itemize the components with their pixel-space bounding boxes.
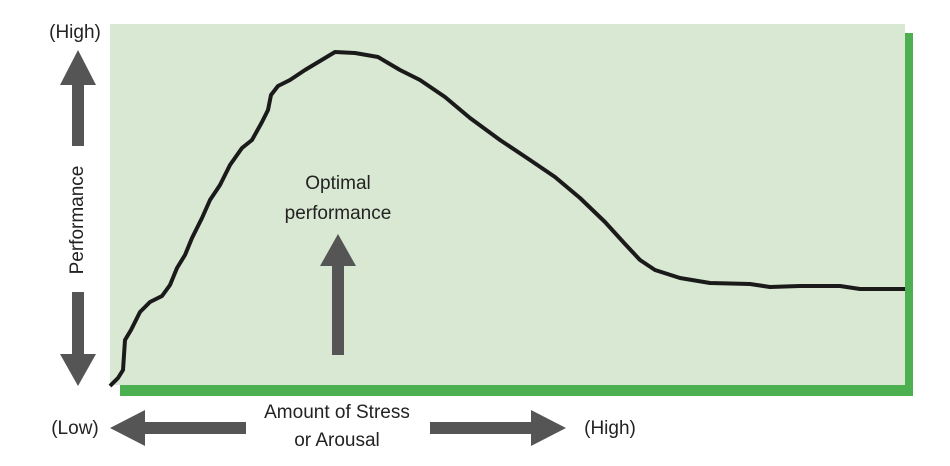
annotation-line: Optimal (305, 173, 370, 194)
arrow-shaft (72, 84, 84, 146)
y-top-label: (High) (49, 22, 101, 43)
arrow-head-down (60, 354, 96, 386)
arrow-head-up (60, 50, 96, 85)
x-right-label: (High) (584, 418, 636, 439)
x-axis-title-line: Amount of Stress (264, 402, 410, 423)
arrow-shaft (144, 422, 246, 434)
x-axis-title-line: or Arousal (294, 430, 380, 451)
y-axis-title: Performance (67, 166, 88, 275)
x-left-label: (Low) (51, 418, 99, 439)
arrow-shaft (332, 265, 344, 355)
arrow-head-right (531, 410, 566, 446)
arrow-head-left (110, 410, 145, 446)
annotation-line: performance (285, 203, 392, 224)
arrow-head-up (320, 234, 356, 266)
arrow-shaft (72, 292, 84, 356)
panel (110, 24, 905, 385)
arrow-shaft (430, 422, 532, 434)
performance-curve (108, 50, 905, 388)
